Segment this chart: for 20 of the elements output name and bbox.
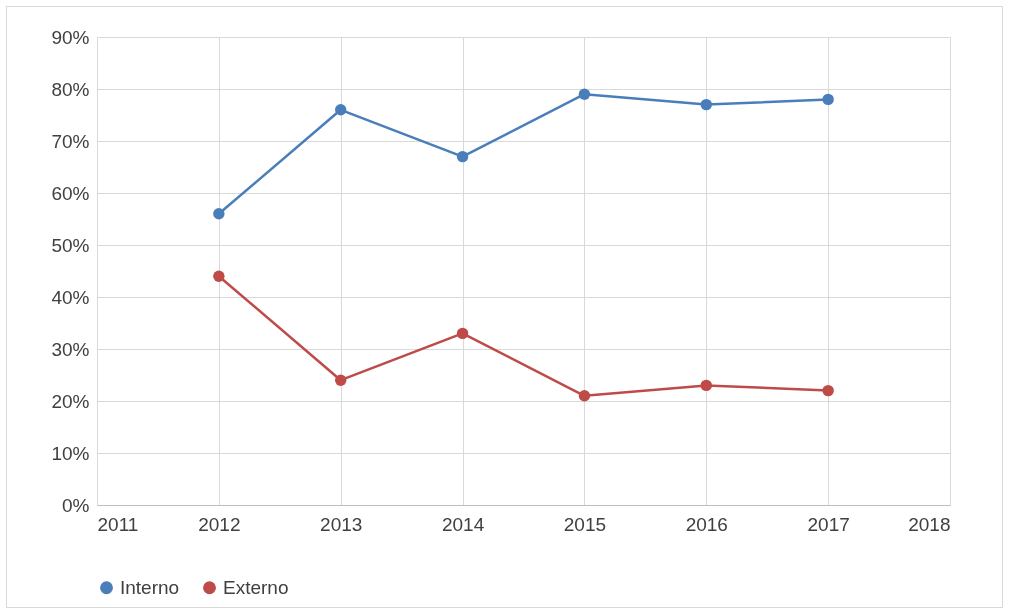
x-tick-label: 2017 [807, 513, 850, 535]
x-tick-label: 2011 [97, 513, 139, 535]
x-tick-label: 2016 [685, 513, 728, 535]
y-tick-label: 30% [51, 338, 90, 360]
x-tick-label: 2014 [441, 513, 485, 535]
y-tick-label: 20% [51, 390, 90, 412]
legend-label: Interno [120, 576, 180, 598]
legend-label: Externo [223, 576, 289, 598]
x-tick-label: 2013 [320, 513, 363, 535]
y-tick-label: 80% [51, 78, 90, 100]
y-tick-label: 0% [62, 494, 90, 516]
x-tick-label: 2015 [563, 513, 607, 535]
x-tick-label: 2018 [908, 513, 951, 535]
y-tick-label: 60% [51, 182, 90, 204]
y-tick-label: 40% [51, 286, 90, 308]
y-tick-label: 70% [51, 130, 90, 152]
x-tick-label: 2012 [198, 513, 241, 535]
y-tick-label: 50% [51, 234, 90, 256]
y-tick-label: 10% [51, 442, 90, 464]
y-tick-label: 90% [51, 26, 90, 48]
